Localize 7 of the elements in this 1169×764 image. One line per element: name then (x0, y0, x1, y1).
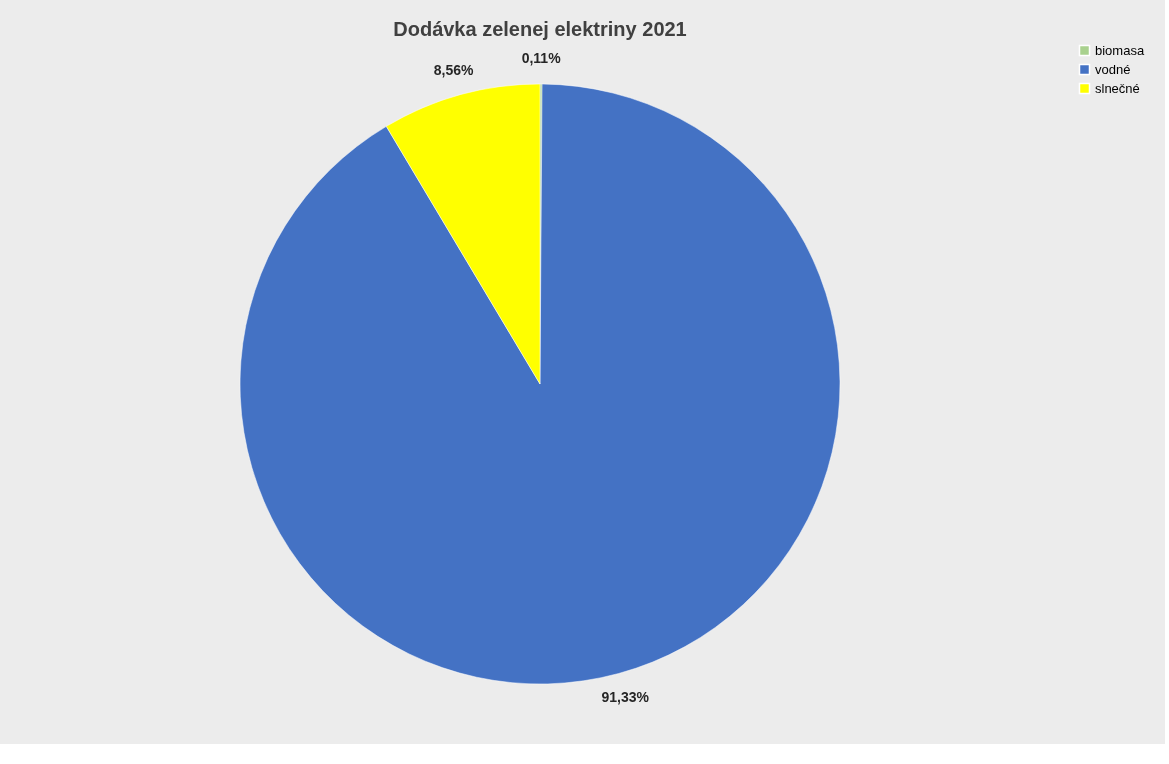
data-label: 91,33% (601, 688, 650, 705)
legend-label: biomasa (1095, 42, 1145, 58)
data-label: 8,56% (433, 61, 475, 78)
data-label: 0,11% (521, 50, 562, 66)
legend-label: slnečné (1095, 80, 1140, 96)
chart-title: Dodávka zelenej elektriny 2021 (393, 18, 687, 40)
legend-label: vodné (1095, 61, 1131, 77)
